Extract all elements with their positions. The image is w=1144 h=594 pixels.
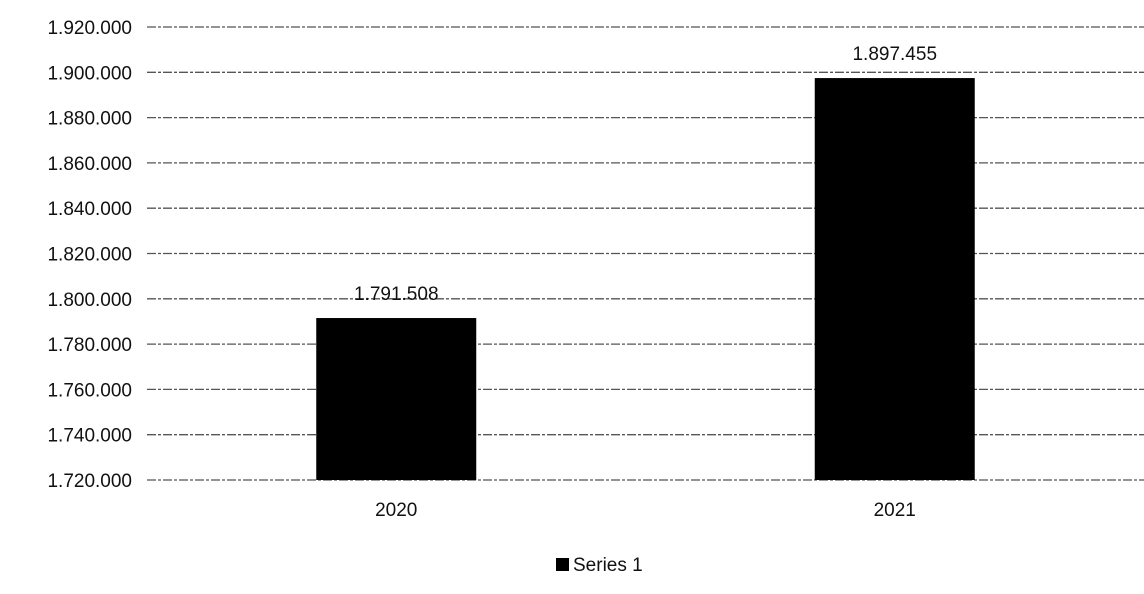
legend-label-series-1: Series 1	[573, 555, 643, 576]
y-tick-label: 1.880.000	[47, 109, 132, 130]
x-tick-label-2021: 2021	[874, 500, 916, 521]
y-tick-label: 1.740.000	[47, 426, 132, 447]
x-tick-label-2020: 2020	[375, 500, 417, 521]
x-axis-category-labels: 2020 2021	[375, 500, 916, 521]
y-tick-label: 1.860.000	[47, 154, 132, 175]
y-tick-label: 1.780.000	[47, 335, 132, 356]
bar-2021	[814, 78, 975, 480]
y-axis-tick-labels: 1.720.000 1.740.000 1.760.000 1.780.000 1.80…	[47, 18, 132, 492]
legend-swatch-series-1	[556, 558, 569, 571]
data-label-2020: 1.791.508	[354, 284, 439, 305]
y-tick-label: 1.720.000	[47, 471, 132, 492]
bars	[316, 78, 975, 480]
y-tick-label: 1.800.000	[47, 290, 132, 311]
data-labels: 1.791.508 1.897.455	[354, 44, 937, 305]
y-tick-label: 1.900.000	[47, 63, 132, 84]
y-tick-label: 1.820.000	[47, 245, 132, 266]
bar-2020	[316, 318, 477, 480]
legend: Series 1	[556, 555, 643, 576]
y-tick-label: 1.760.000	[47, 380, 132, 401]
y-tick-label: 1.840.000	[47, 199, 132, 220]
gridlines	[147, 26, 1144, 481]
y-tick-label: 1.920.000	[47, 18, 132, 39]
data-label-2021: 1.897.455	[852, 44, 937, 65]
